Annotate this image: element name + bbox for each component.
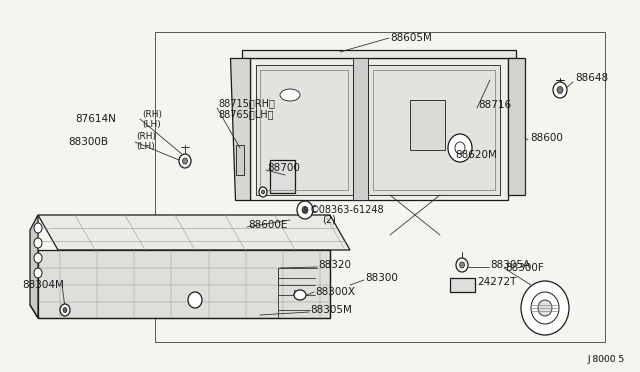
Polygon shape — [353, 58, 368, 200]
Text: 88305A: 88305A — [490, 260, 530, 270]
Text: 88765〈LH〉: 88765〈LH〉 — [218, 109, 273, 119]
Text: 88648: 88648 — [575, 73, 608, 83]
Polygon shape — [38, 250, 330, 318]
Text: 88320: 88320 — [318, 260, 351, 270]
Text: (LH): (LH) — [142, 119, 161, 128]
Ellipse shape — [262, 190, 264, 194]
Polygon shape — [410, 100, 445, 150]
Ellipse shape — [63, 308, 67, 312]
Ellipse shape — [34, 253, 42, 263]
Text: 88700: 88700 — [267, 163, 300, 173]
Bar — [155, 32, 605, 342]
Text: (RH): (RH) — [142, 109, 162, 119]
Text: 88304M: 88304M — [22, 280, 64, 290]
Ellipse shape — [182, 158, 188, 164]
Text: S: S — [303, 207, 307, 213]
Ellipse shape — [60, 304, 70, 316]
Polygon shape — [30, 215, 38, 318]
Text: 88600: 88600 — [530, 133, 563, 143]
Polygon shape — [236, 145, 244, 175]
Polygon shape — [250, 58, 508, 200]
Text: (RH): (RH) — [136, 132, 156, 141]
Ellipse shape — [294, 290, 306, 300]
Ellipse shape — [521, 281, 569, 335]
Polygon shape — [256, 65, 353, 195]
Text: 88715〈RH〉: 88715〈RH〉 — [218, 98, 275, 108]
Text: 88300B: 88300B — [68, 137, 108, 147]
Bar — [462, 252, 635, 355]
Ellipse shape — [259, 187, 267, 197]
Ellipse shape — [531, 292, 559, 324]
Text: ©08363-61248: ©08363-61248 — [310, 205, 385, 215]
Ellipse shape — [34, 238, 42, 248]
Text: 87614N: 87614N — [75, 114, 116, 124]
Text: (2): (2) — [322, 215, 336, 225]
Ellipse shape — [188, 292, 202, 308]
Ellipse shape — [557, 87, 563, 93]
Ellipse shape — [455, 142, 465, 154]
Ellipse shape — [34, 268, 42, 278]
Polygon shape — [270, 160, 295, 193]
Ellipse shape — [538, 300, 552, 316]
Text: J 8000 5: J 8000 5 — [588, 356, 625, 365]
Text: (LH): (LH) — [136, 142, 155, 151]
Text: 88300F: 88300F — [505, 263, 544, 273]
Polygon shape — [450, 278, 475, 292]
Ellipse shape — [448, 134, 472, 162]
Text: J 8000 5: J 8000 5 — [588, 356, 625, 365]
Polygon shape — [38, 215, 350, 250]
Text: 24272T: 24272T — [477, 277, 516, 287]
Text: 88300X: 88300X — [315, 287, 355, 297]
Ellipse shape — [456, 258, 468, 272]
Text: 88605M: 88605M — [390, 33, 432, 43]
Ellipse shape — [34, 223, 42, 233]
Text: 88600E: 88600E — [248, 220, 287, 230]
Polygon shape — [242, 50, 516, 58]
Text: 88305M: 88305M — [310, 305, 352, 315]
Ellipse shape — [297, 201, 313, 219]
Polygon shape — [230, 58, 250, 200]
Text: 88300: 88300 — [365, 273, 398, 283]
Text: 88620M: 88620M — [455, 150, 497, 160]
Ellipse shape — [179, 154, 191, 168]
Ellipse shape — [302, 206, 308, 214]
Polygon shape — [508, 58, 525, 195]
Ellipse shape — [280, 89, 300, 101]
Ellipse shape — [460, 262, 465, 268]
Ellipse shape — [553, 82, 567, 98]
Polygon shape — [368, 65, 500, 195]
Text: 88716: 88716 — [478, 100, 511, 110]
